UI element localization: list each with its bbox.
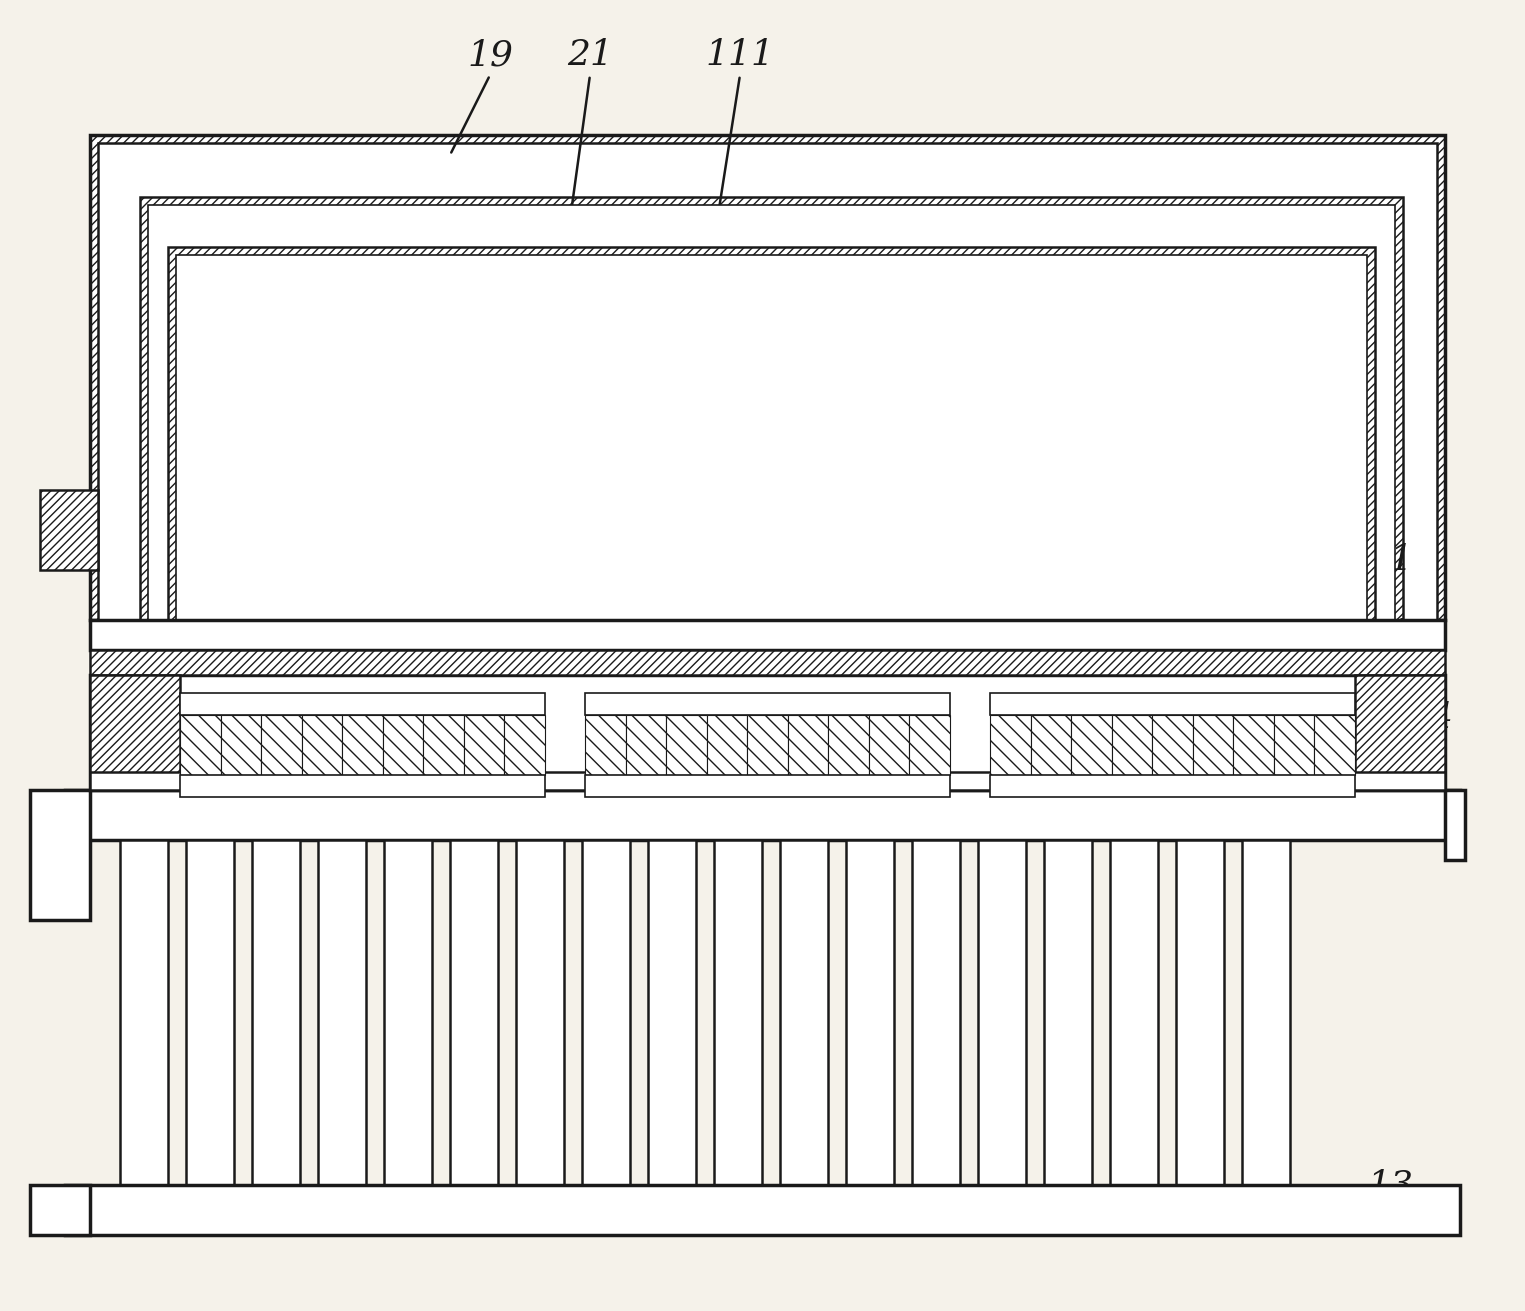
Text: 12: 12	[1388, 617, 1433, 652]
Bar	[714, 840, 762, 1185]
Bar	[990, 694, 1356, 714]
Bar	[464, 714, 505, 775]
Bar	[648, 840, 695, 1185]
Bar	[846, 840, 894, 1185]
Bar	[625, 714, 666, 775]
Bar	[706, 714, 747, 775]
Bar	[140, 197, 1403, 620]
Bar	[120, 840, 168, 1185]
Bar	[90, 650, 1446, 675]
Bar	[1045, 840, 1092, 1185]
Bar	[261, 714, 302, 775]
Bar	[586, 714, 625, 775]
Bar	[515, 840, 564, 1185]
Text: 11: 11	[1366, 543, 1414, 577]
Bar	[424, 714, 464, 775]
Bar	[912, 840, 961, 1185]
Bar	[990, 714, 1031, 775]
Text: 21: 21	[567, 38, 613, 72]
Bar	[1193, 714, 1234, 775]
Bar	[1273, 714, 1315, 775]
Bar	[909, 714, 950, 775]
Bar	[1071, 714, 1112, 775]
Bar	[450, 840, 499, 1185]
Bar	[666, 714, 706, 775]
Text: 19: 19	[467, 38, 512, 72]
Bar	[90, 620, 1446, 650]
Bar	[180, 775, 544, 797]
Bar	[98, 143, 1437, 620]
Bar	[168, 246, 1376, 620]
Text: 121: 121	[1325, 768, 1394, 802]
Bar	[978, 840, 1026, 1185]
Bar	[319, 840, 366, 1185]
Bar	[40, 490, 98, 570]
Bar	[1234, 714, 1273, 775]
Bar	[586, 694, 950, 714]
Bar	[148, 205, 1395, 620]
Bar	[1112, 714, 1153, 775]
Bar	[1176, 840, 1225, 1185]
Bar	[1446, 791, 1466, 860]
Bar	[252, 840, 300, 1185]
Bar	[175, 256, 1366, 620]
Text: 14: 14	[1408, 701, 1453, 735]
Bar	[586, 775, 950, 797]
Bar	[66, 1185, 1459, 1235]
Bar	[90, 772, 1446, 791]
Bar	[779, 840, 828, 1185]
Bar	[180, 694, 544, 714]
Bar	[221, 714, 261, 775]
Bar	[66, 791, 1459, 840]
Bar	[302, 714, 342, 775]
Bar	[1031, 714, 1071, 775]
Bar	[1110, 840, 1157, 1185]
Bar	[342, 714, 383, 775]
Bar	[90, 675, 180, 791]
Bar	[1241, 840, 1290, 1185]
Bar	[186, 840, 233, 1185]
Text: 111: 111	[706, 38, 775, 72]
Bar	[1356, 675, 1446, 791]
Bar	[583, 840, 630, 1185]
Bar	[30, 1185, 90, 1235]
Bar	[869, 714, 909, 775]
Bar	[505, 714, 544, 775]
Bar	[30, 791, 90, 920]
Bar	[1315, 714, 1356, 775]
Bar	[384, 840, 432, 1185]
Bar	[990, 775, 1356, 797]
Bar	[90, 675, 1446, 791]
Bar	[383, 714, 424, 775]
Bar	[747, 714, 788, 775]
Bar	[180, 714, 221, 775]
Bar	[1153, 714, 1193, 775]
Bar	[788, 714, 828, 775]
Text: 13: 13	[1366, 1168, 1414, 1202]
Bar	[828, 714, 869, 775]
Bar	[90, 135, 1446, 620]
